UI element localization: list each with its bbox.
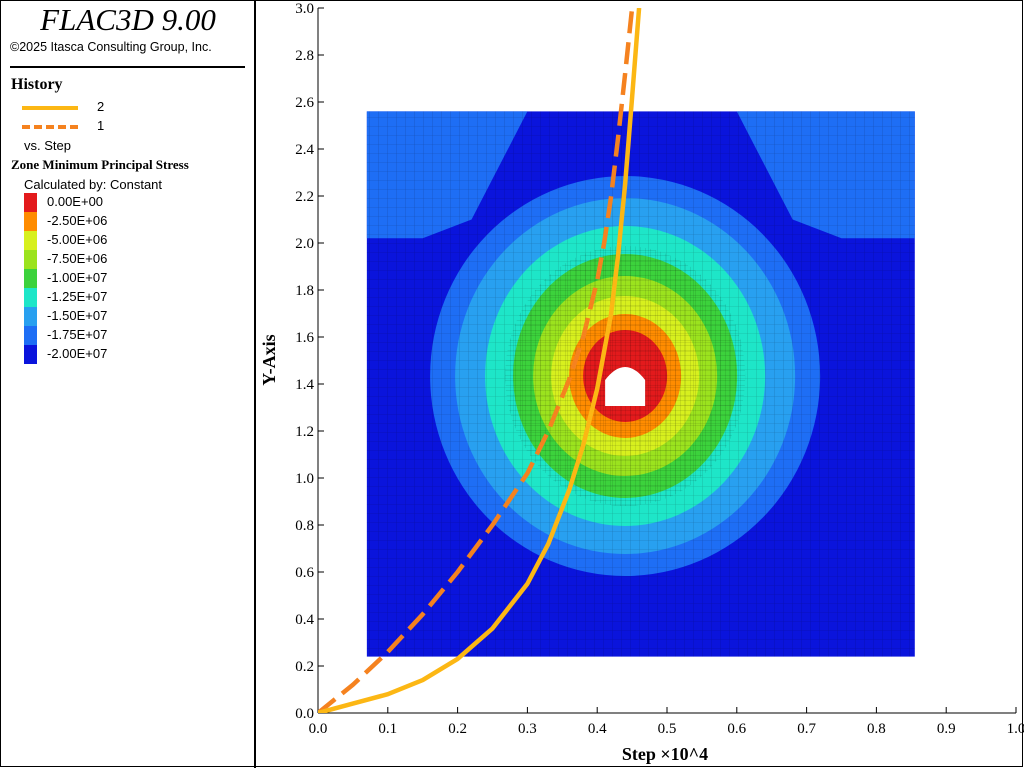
colorbar-label: 0.00E+00 <box>47 194 104 209</box>
stress-contour <box>366 111 915 657</box>
colorbar-label: -1.25E+07 <box>47 289 108 304</box>
x-tick-label: 0.3 <box>518 721 537 737</box>
y-tick-label: 2.6 <box>295 95 314 111</box>
y-tick-label: 1.4 <box>295 377 314 393</box>
y-tick-label: 0.8 <box>295 518 314 534</box>
color-swatch <box>24 212 37 231</box>
copyright-text: ©2025 Itasca Consulting Group, Inc. <box>10 40 212 54</box>
x-tick-label: 0.8 <box>867 721 886 737</box>
history-series <box>318 8 642 713</box>
color-swatch <box>24 231 37 250</box>
y-tick-label: 2.8 <box>295 48 314 64</box>
colorbar-label: -2.00E+07 <box>47 346 108 361</box>
calculated-by-label: Calculated by: Constant <box>24 177 163 192</box>
y-tick-label: 1.0 <box>295 471 314 487</box>
x-tick-label: 0.1 <box>378 721 397 737</box>
color-swatch <box>24 307 37 326</box>
y-tick-label: 2.4 <box>295 142 314 158</box>
y-tick-label: 1.6 <box>295 330 314 346</box>
colorbar-label: -2.50E+06 <box>47 213 108 228</box>
contour-title: Zone Minimum Principal Stress <box>11 157 189 172</box>
color-swatch <box>24 269 37 288</box>
x-tick-label: 0.0 <box>309 721 328 737</box>
y-tick-label: 2.2 <box>295 189 314 205</box>
color-swatch <box>24 345 37 364</box>
color-swatch <box>24 250 37 269</box>
x-tick-label: 0.2 <box>448 721 467 737</box>
divider <box>10 66 245 68</box>
y-tick-label: 3.0 <box>295 1 314 17</box>
color-swatch <box>24 288 37 307</box>
legend-entry-label: 1 <box>97 118 105 133</box>
series-line-2 <box>318 8 642 713</box>
dashed-line-icon <box>22 125 78 129</box>
legend-panel: FLAC3D 9.00 ©2025 Itasca Consulting Grou… <box>0 0 256 768</box>
y-tick-label: 1.2 <box>295 424 314 440</box>
x-tick-label: 0.4 <box>588 721 607 737</box>
history-heading: History <box>11 76 63 93</box>
series-line-1 <box>318 8 635 713</box>
y-tick-label: 0.2 <box>295 659 314 675</box>
x-tick-label: 0.5 <box>658 721 677 737</box>
y-tick-label: 1.8 <box>295 283 314 299</box>
x-tick-label: 1.0 <box>1007 721 1024 737</box>
colorbar-label: -7.50E+06 <box>47 251 108 266</box>
colorbar-label: -1.50E+07 <box>47 308 108 323</box>
color-swatch <box>24 193 37 212</box>
colorbar-label: -5.00E+06 <box>47 232 108 247</box>
y-tick-label: 0.4 <box>295 612 314 628</box>
axes: 0.0 0.2 0.4 0.6 0.8 1.0 1.2 1.4 1.6 1.8 2.0 2.2 2.4 2… <box>295 1 1024 737</box>
color-swatch <box>24 326 37 345</box>
tunnel-opening <box>605 367 646 406</box>
x-tick-label: 0.7 <box>797 721 816 737</box>
x-tick-label: 0.6 <box>727 721 746 737</box>
x-axis-title: Step ×10^4 <box>622 744 708 764</box>
solid-line-icon <box>22 106 78 110</box>
y-tick-label: 0.0 <box>295 706 314 722</box>
colorbar-label: -1.00E+07 <box>47 270 108 285</box>
x-tick-label: 0.9 <box>937 721 956 737</box>
legend-entry-label: 2 <box>97 99 105 114</box>
app-title: FLAC3D 9.00 <box>40 2 216 37</box>
colorbar-label: -1.75E+07 <box>47 327 108 342</box>
y-axis-title: Y-Axis <box>259 334 279 385</box>
y-tick-label: 2.0 <box>295 236 314 252</box>
versus-label: vs. Step <box>24 138 71 153</box>
y-tick-label: 0.6 <box>295 565 314 581</box>
